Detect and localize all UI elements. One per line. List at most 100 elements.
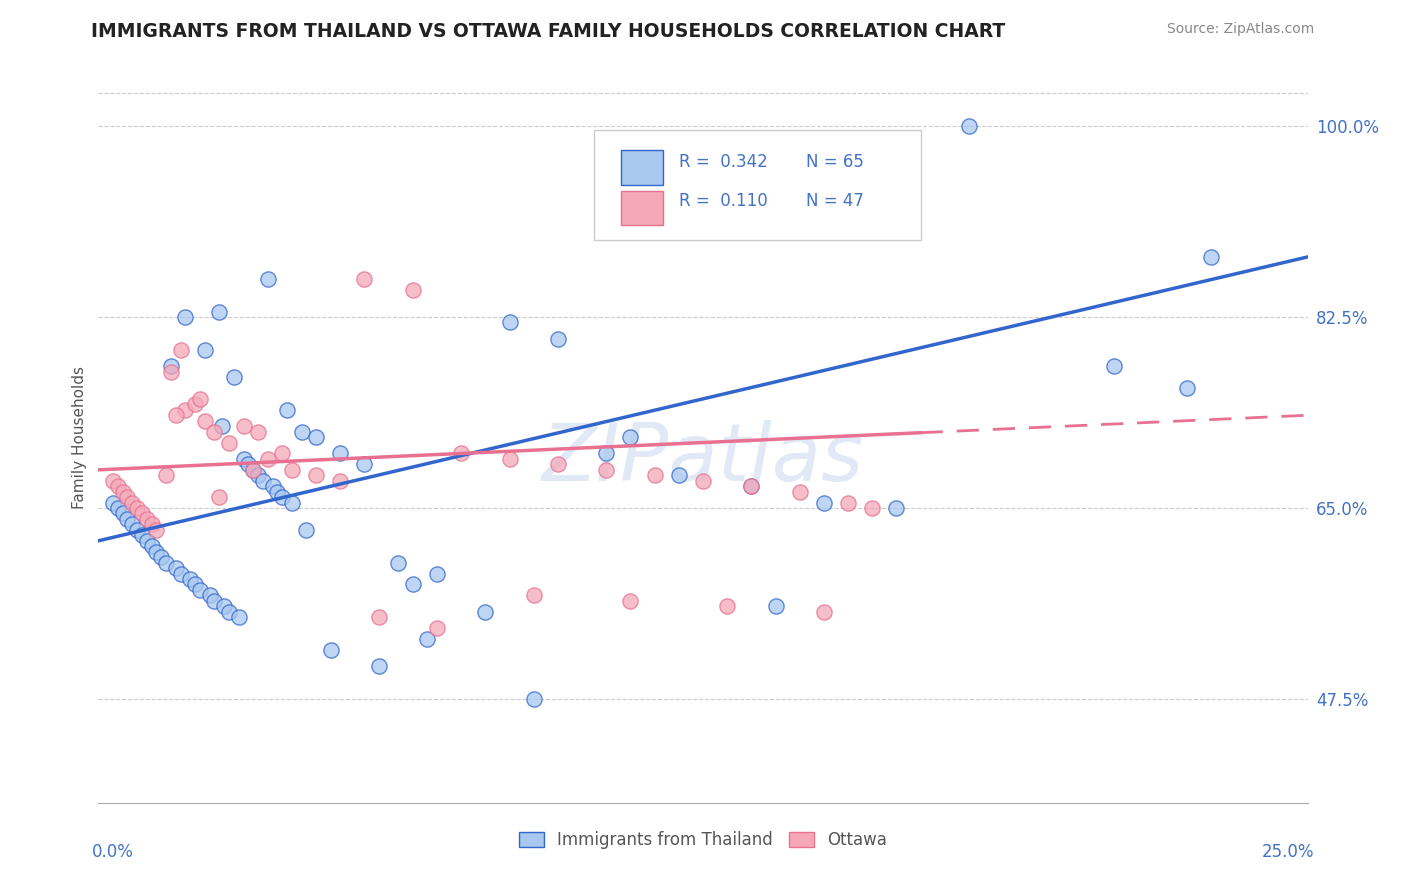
Point (232, 451, 254, 466)
Point (218, 435, 240, 450)
Point (135, 512, 157, 526)
Point (368, 610, 391, 624)
Point (194, 343, 217, 357)
Point (174, 402, 197, 417)
Point (141, 517, 163, 532)
Point (121, 495, 143, 509)
Point (252, 474, 274, 488)
Point (121, 517, 143, 532)
Point (619, 594, 641, 608)
Point (145, 545, 167, 559)
Point (668, 468, 690, 483)
Point (194, 414, 217, 428)
Point (222, 370, 245, 384)
Text: ZIPatlas: ZIPatlas (541, 420, 865, 498)
Point (1199, 250, 1222, 264)
Point (117, 490, 139, 504)
Point (276, 402, 298, 417)
Point (547, 458, 569, 472)
Point (426, 621, 449, 635)
Point (208, 304, 231, 318)
Text: IMMIGRANTS FROM THAILAND VS OTTAWA FAMILY HOUSEHOLDS CORRELATION CHART: IMMIGRANTS FROM THAILAND VS OTTAWA FAMIL… (91, 22, 1005, 41)
Point (232, 419, 254, 434)
Point (402, 283, 425, 297)
Point (644, 468, 666, 483)
Point (262, 479, 284, 493)
Point (957, 119, 980, 133)
Point (228, 610, 250, 624)
Point (426, 566, 449, 581)
Point (242, 463, 264, 477)
Point (165, 561, 187, 575)
Point (131, 528, 153, 542)
Point (247, 468, 270, 483)
Point (319, 643, 342, 657)
Point (238, 458, 260, 472)
Text: N = 47: N = 47 (806, 192, 863, 210)
Point (141, 539, 163, 553)
Point (111, 507, 134, 521)
Point (290, 425, 312, 439)
FancyBboxPatch shape (595, 130, 921, 240)
FancyBboxPatch shape (621, 151, 664, 185)
Point (305, 468, 328, 483)
Point (242, 463, 264, 477)
Point (353, 272, 375, 286)
FancyBboxPatch shape (621, 191, 664, 225)
Point (1102, 359, 1125, 373)
Point (208, 490, 231, 504)
Point (101, 474, 124, 488)
Point (789, 484, 811, 499)
Point (281, 495, 304, 509)
Point (498, 451, 520, 466)
Point (886, 501, 908, 516)
Point (266, 484, 288, 499)
Point (1175, 381, 1198, 395)
Point (837, 495, 859, 509)
Point (740, 479, 762, 493)
Text: N = 65: N = 65 (806, 153, 863, 170)
Point (716, 599, 738, 614)
Point (211, 419, 233, 434)
Point (329, 446, 352, 460)
Point (188, 582, 211, 597)
Point (271, 490, 294, 504)
Point (135, 533, 157, 548)
Point (111, 484, 134, 499)
Point (155, 556, 177, 570)
Point (474, 605, 496, 619)
Point (595, 446, 617, 460)
Text: Source: ZipAtlas.com: Source: ZipAtlas.com (1167, 22, 1315, 37)
Point (179, 572, 201, 586)
Point (595, 463, 617, 477)
Point (169, 343, 191, 357)
Point (387, 556, 409, 570)
Point (450, 446, 472, 460)
Point (295, 523, 318, 537)
Point (107, 501, 129, 516)
Point (547, 332, 569, 346)
Legend: Immigrants from Thailand, Ottawa: Immigrants from Thailand, Ottawa (519, 831, 887, 849)
Point (160, 365, 183, 379)
Point (402, 577, 425, 591)
Point (523, 588, 546, 602)
Text: 0.0%: 0.0% (91, 843, 134, 861)
Point (368, 659, 391, 673)
Text: 25.0%: 25.0% (1263, 843, 1315, 861)
Point (329, 474, 352, 488)
Point (204, 594, 226, 608)
Text: R =  0.342: R = 0.342 (679, 153, 768, 170)
Point (184, 577, 207, 591)
Point (174, 310, 197, 324)
Point (212, 599, 235, 614)
Point (188, 392, 211, 406)
Point (281, 463, 304, 477)
Point (145, 523, 167, 537)
Point (160, 359, 183, 373)
Point (204, 425, 226, 439)
Point (271, 446, 294, 460)
Point (127, 501, 149, 516)
Point (155, 468, 177, 483)
Point (305, 430, 328, 444)
Point (256, 272, 278, 286)
